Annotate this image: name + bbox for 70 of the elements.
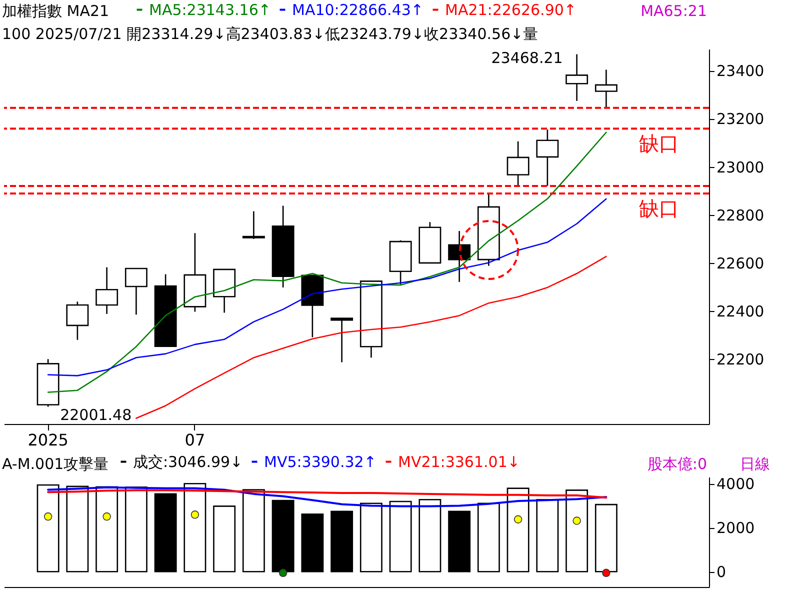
chart-title: A-M.001攻擊量	[2, 455, 109, 473]
bar	[184, 482, 206, 572]
bar	[330, 510, 354, 572]
bar	[360, 502, 382, 572]
bar	[124, 486, 148, 572]
bar	[36, 484, 60, 572]
legend-label: MV5:3390.32↑	[264, 452, 376, 471]
bar	[272, 500, 294, 572]
text: MA65:21	[640, 2, 707, 20]
bar	[301, 514, 324, 572]
ref-line-label: 缺口	[639, 196, 679, 220]
y-tick-label: 23200	[716, 110, 764, 128]
bar	[154, 493, 177, 572]
y-tick-label: 23400	[716, 62, 764, 80]
ref-line-label: 缺口	[639, 132, 679, 156]
line-series	[136, 256, 607, 419]
y-tick-label: 22200	[716, 350, 764, 369]
text: 股本億:0	[647, 455, 707, 473]
legend-label: MV21:3361.01↓	[398, 452, 520, 471]
x-tick-label: 07	[184, 430, 206, 450]
bar	[96, 486, 118, 572]
bar	[213, 506, 236, 572]
candlestick	[536, 128, 559, 186]
point	[572, 516, 581, 525]
bar	[418, 498, 442, 572]
bar	[66, 486, 89, 572]
line-series	[47, 198, 607, 376]
bar	[594, 504, 618, 572]
bar	[506, 488, 530, 572]
y-tick-label: 22400	[716, 302, 764, 321]
line-series	[47, 489, 608, 499]
chart-title: 加權指數 MA21	[2, 2, 110, 20]
point	[278, 568, 288, 578]
bar	[477, 502, 500, 572]
candlestick	[96, 266, 118, 315]
candlestick	[506, 140, 530, 186]
line-series	[47, 486, 608, 508]
bar	[448, 510, 471, 572]
candlestick	[566, 54, 588, 102]
candlestick	[330, 317, 354, 363]
legend-label: MA10:22866.43↑	[292, 0, 424, 19]
point	[190, 510, 200, 519]
legend-label: 成交:3046.99↓	[133, 452, 243, 471]
chart-subtitle: 100 2025/07/21 開23314.29↓高23403.83↓低23243.79↓收23340.56↓量	[2, 25, 538, 43]
text: 日線	[740, 455, 770, 473]
y-tick-label: 2000	[716, 519, 755, 538]
y-tick-label: 23000	[716, 158, 764, 176]
point	[602, 568, 610, 578]
point	[514, 515, 522, 524]
y-tick-label: 22600	[716, 254, 764, 272]
x-tick-label: 2025	[28, 430, 68, 450]
candlestick	[242, 210, 265, 240]
bar	[389, 500, 412, 572]
point	[44, 512, 52, 521]
legend-label: MA21:22626.90↑	[445, 0, 576, 19]
annotation: 23468.21	[491, 49, 563, 68]
candlestick	[594, 69, 618, 109]
y-tick-label: 22800	[716, 206, 764, 224]
legend-label: MA5:23143.16↑	[149, 0, 271, 19]
y-tick-label: 0	[716, 563, 726, 582]
point	[102, 512, 111, 521]
candlestick	[66, 300, 89, 341]
line-series	[47, 132, 607, 393]
bar	[566, 490, 588, 572]
annotation: 22001.48	[60, 406, 132, 424]
candlestick	[124, 268, 148, 316]
bar	[536, 498, 559, 572]
bar	[242, 489, 265, 572]
candlestick	[448, 230, 471, 283]
y-tick-label: 4000	[716, 475, 755, 494]
